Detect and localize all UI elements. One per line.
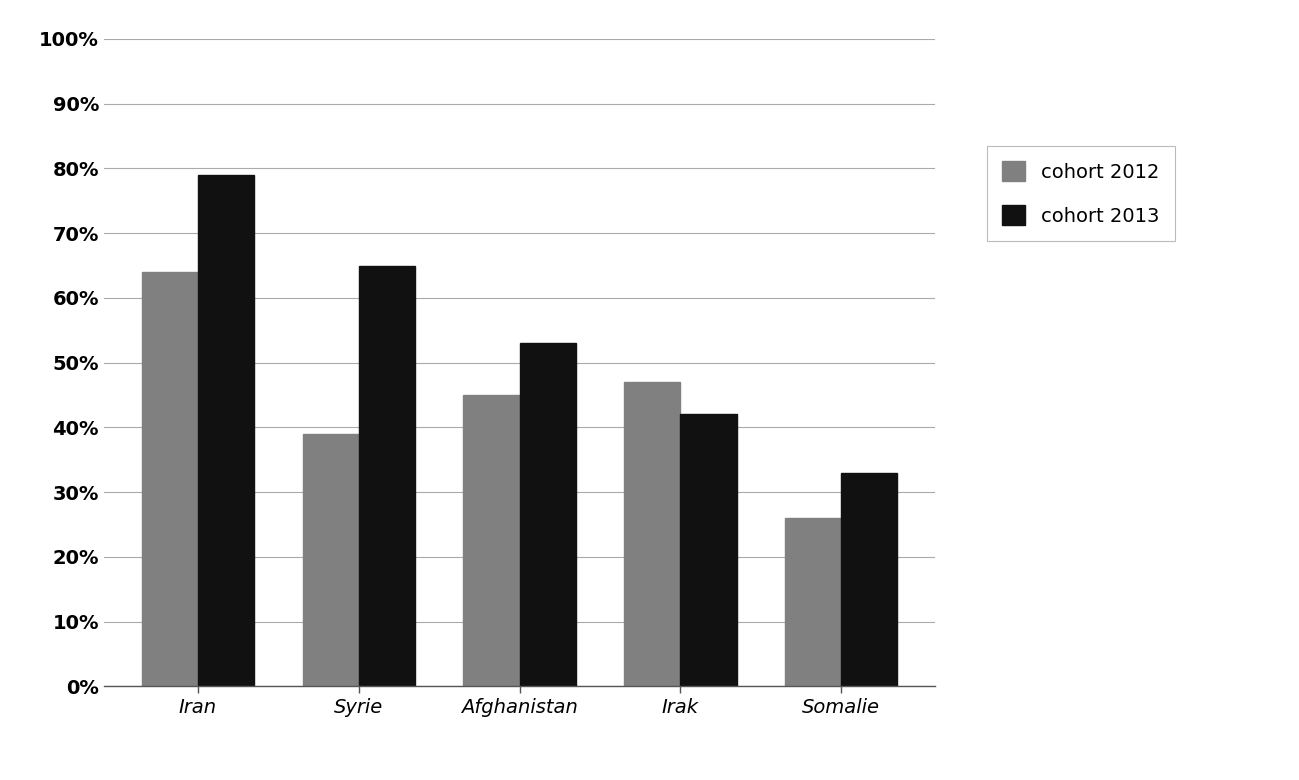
Bar: [520, 343, 575, 686]
Bar: [303, 434, 359, 686]
Bar: [842, 473, 898, 686]
Bar: [142, 272, 197, 686]
Bar: [624, 382, 681, 686]
Bar: [464, 395, 520, 686]
Bar: [785, 518, 842, 686]
Bar: [359, 265, 416, 686]
Legend: cohort 2012, cohort 2013: cohort 2012, cohort 2013: [986, 146, 1174, 241]
Bar: [197, 175, 255, 686]
Bar: [681, 414, 737, 686]
